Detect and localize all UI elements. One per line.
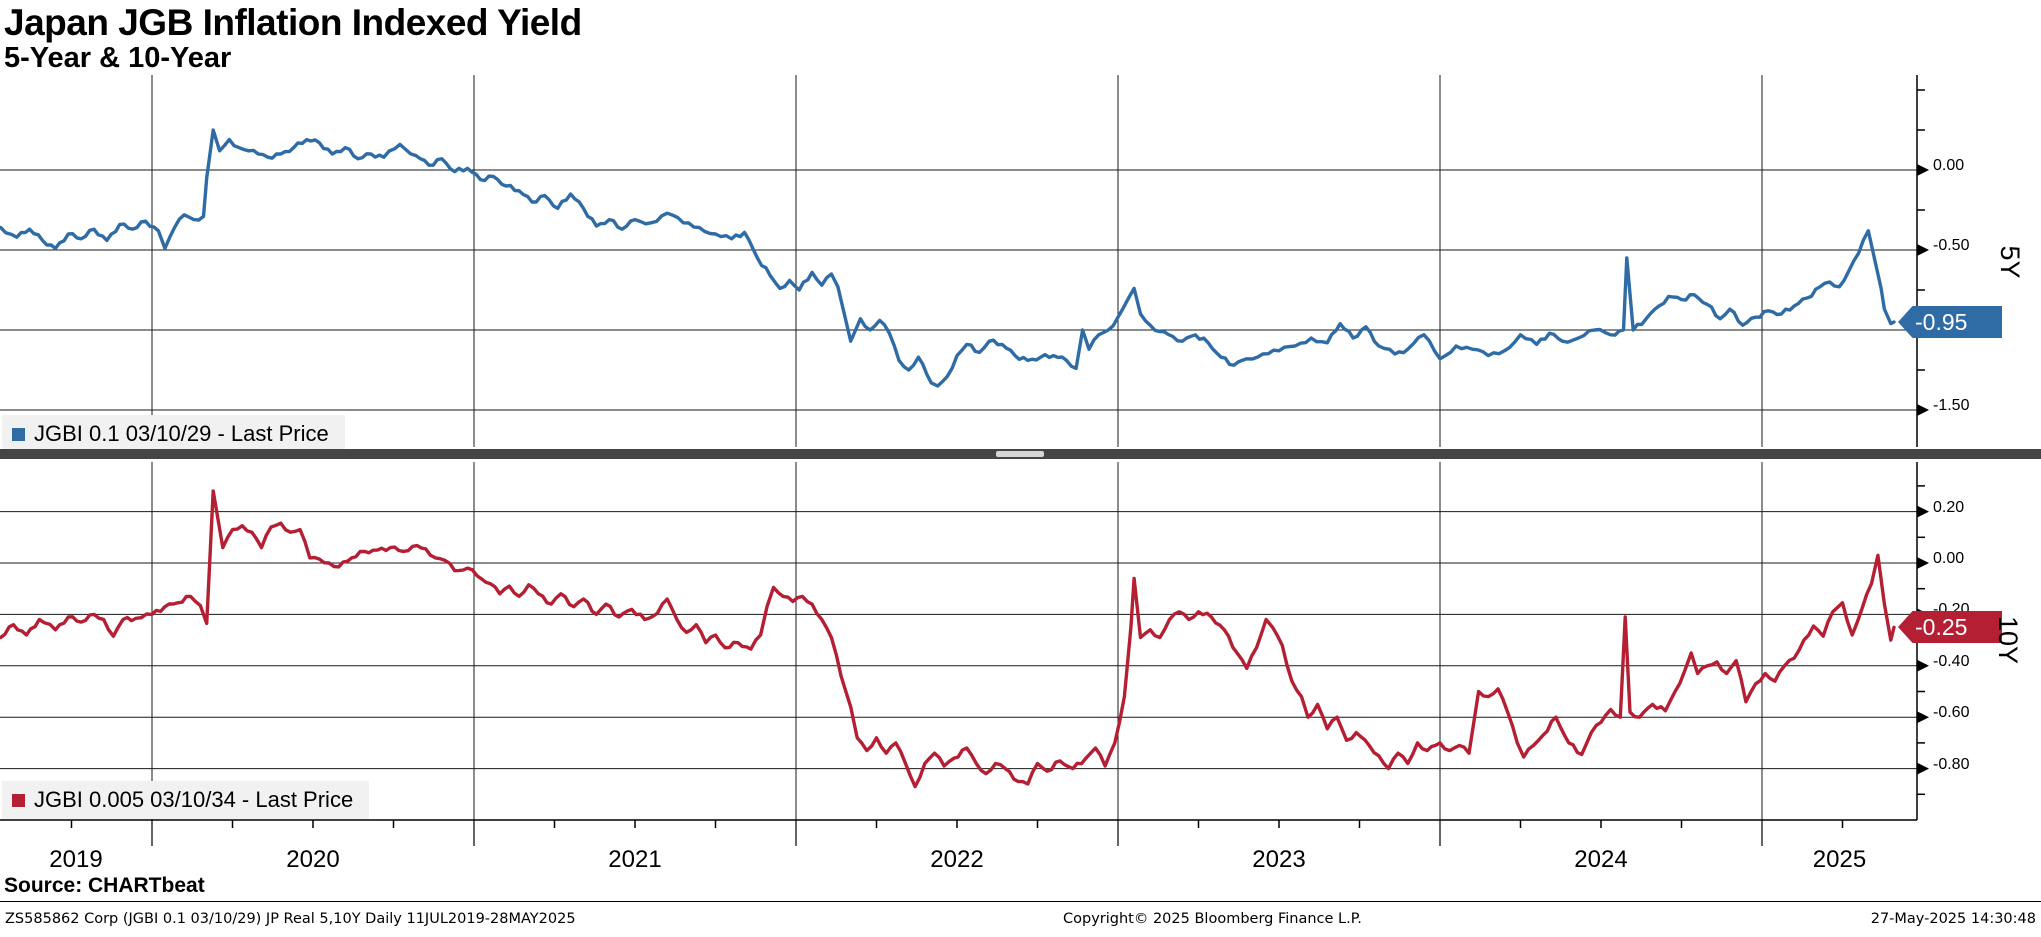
legend-label-5y: JGBI 0.1 03/10/29 - Last Price <box>34 421 329 446</box>
y-axis-label: -0.50 <box>1933 237 1970 254</box>
y-axis-label: -0.60 <box>1933 704 1970 722</box>
panel-resize-handle-icon[interactable] <box>996 451 1044 457</box>
y-tick-arrow-icon <box>1917 404 1929 416</box>
year-label: 2025 <box>1812 846 1867 873</box>
footer-timestamp: 27-May-2025 14:30:48 <box>1870 911 2036 927</box>
year-label: 2020 <box>286 846 340 873</box>
year-label: 2024 <box>1574 846 1628 873</box>
y-axis-label: -1.50 <box>1933 397 1970 414</box>
y-axis-label: 0.00 <box>1933 550 1965 567</box>
y-tick-arrow-icon <box>1917 244 1929 256</box>
chart-title: Japan JGB Inflation Indexed Yield <box>4 2 582 43</box>
y-axis-label: 0.20 <box>1933 498 1965 516</box>
source-note: Source: CHARTbeat <box>4 874 205 897</box>
y-axis-label: 0.00 <box>1933 157 1965 174</box>
footer-security-info: ZS585862 Corp (JGBI 0.1 03/10/29) JP Rea… <box>5 911 576 927</box>
legend-square-icon-10y <box>12 793 25 807</box>
year-label: 2019 <box>49 846 103 873</box>
series-line-5y <box>0 128 1896 388</box>
series-line-10y <box>0 489 1896 789</box>
legend-label-10y: JGBI 0.005 03/10/34 - Last Price <box>34 787 354 812</box>
last-price-badge-5y: -0.95 <box>1898 306 2002 338</box>
y-tick-arrow-icon <box>1917 164 1929 176</box>
y-axis-label: -0.40 <box>1933 652 1970 670</box>
axis-title-5y: 5Y <box>1995 245 2025 279</box>
legend-square-icon-5y <box>12 427 25 441</box>
chart-subtitle: 5-Year & 10-Year <box>4 42 232 74</box>
y-tick-arrow-icon <box>1917 762 1929 775</box>
footer-bar: ZS585862 Corp (JGBI 0.1 03/10/29) JP Rea… <box>0 901 2041 937</box>
y-axis-label: -0.80 <box>1933 755 1970 773</box>
y-tick-arrow-icon <box>1917 659 1929 672</box>
y-tick-arrow-icon <box>1917 505 1929 518</box>
legend-10y[interactable]: JGBI 0.005 03/10/34 - Last Price <box>2 781 370 819</box>
y-tick-arrow-icon <box>1917 711 1929 724</box>
legend-5y[interactable]: JGBI 0.1 03/10/29 - Last Price <box>2 415 345 453</box>
year-label: 2022 <box>930 846 984 873</box>
year-label: 2023 <box>1252 846 1306 873</box>
footer-copyright: Copyright© 2025 Bloomberg Finance L.P. <box>1063 911 1362 927</box>
y-tick-arrow-icon <box>1917 557 1929 569</box>
axis-title-10y: 10Y <box>1993 615 2023 665</box>
year-label: 2021 <box>608 846 662 873</box>
last-price-badge-10y: -0.25 <box>1898 611 2002 643</box>
